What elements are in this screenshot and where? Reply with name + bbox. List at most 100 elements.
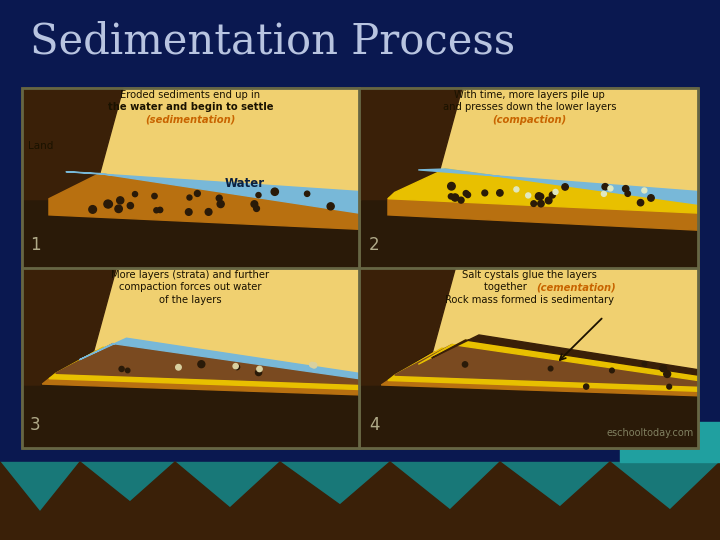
Circle shape (602, 184, 608, 190)
Text: the water and begin to settle: the water and begin to settle (108, 103, 274, 112)
Polygon shape (22, 88, 123, 200)
Circle shape (312, 363, 317, 368)
Circle shape (253, 206, 259, 212)
Polygon shape (42, 354, 359, 412)
Text: (compaction): (compaction) (492, 115, 567, 125)
Text: 3: 3 (30, 416, 40, 434)
Circle shape (187, 195, 192, 200)
Circle shape (186, 209, 192, 215)
Polygon shape (432, 335, 698, 375)
Polygon shape (381, 352, 698, 396)
Circle shape (465, 192, 471, 198)
Circle shape (448, 183, 455, 190)
Bar (620, 422, 720, 462)
Bar (22, 268, 359, 448)
Text: (cementation): (cementation) (536, 282, 616, 292)
Circle shape (545, 197, 552, 204)
Text: Rock mass formed is sedimentary: Rock mass formed is sedimentary (445, 295, 614, 305)
Circle shape (531, 201, 536, 206)
Polygon shape (361, 268, 455, 385)
Circle shape (463, 191, 469, 196)
Circle shape (117, 197, 124, 204)
Circle shape (514, 187, 519, 192)
Circle shape (305, 191, 310, 197)
Circle shape (549, 366, 553, 371)
Circle shape (256, 193, 261, 198)
Circle shape (125, 368, 130, 373)
Circle shape (217, 200, 224, 207)
Text: Land: Land (28, 140, 53, 151)
Polygon shape (42, 351, 359, 395)
Circle shape (119, 367, 124, 372)
Text: Salt cystals glue the layers: Salt cystals glue the layers (462, 270, 597, 280)
Circle shape (526, 193, 531, 198)
Circle shape (458, 197, 464, 203)
Polygon shape (49, 173, 359, 230)
Text: compaction forces out water: compaction forces out water (120, 282, 262, 292)
Circle shape (205, 208, 212, 215)
Text: With time, more layers pile up: With time, more layers pile up (454, 90, 605, 100)
Bar (361, 200, 698, 268)
Text: Sedimentation Process: Sedimentation Process (30, 21, 515, 63)
Bar (22, 88, 698, 448)
Bar (361, 268, 698, 448)
Circle shape (562, 184, 568, 190)
Circle shape (549, 192, 555, 198)
Circle shape (256, 369, 261, 376)
Circle shape (610, 368, 614, 373)
Text: together: together (484, 282, 529, 292)
Circle shape (451, 194, 459, 201)
Circle shape (310, 362, 315, 367)
Circle shape (648, 195, 654, 201)
Text: 2: 2 (369, 235, 379, 254)
Circle shape (637, 199, 644, 206)
Circle shape (497, 190, 503, 196)
Polygon shape (395, 345, 698, 386)
Circle shape (132, 192, 138, 197)
Circle shape (105, 201, 112, 208)
Bar (22, 88, 359, 268)
Text: 4: 4 (369, 416, 379, 434)
Circle shape (176, 364, 181, 370)
Text: and presses down the lower layers: and presses down the lower layers (443, 103, 616, 112)
Circle shape (584, 384, 589, 389)
Bar (22, 200, 359, 268)
Circle shape (538, 200, 544, 207)
Polygon shape (22, 268, 117, 385)
Circle shape (104, 200, 112, 208)
Circle shape (660, 365, 667, 372)
Circle shape (198, 361, 204, 368)
Text: (sedimentation): (sedimentation) (145, 115, 235, 125)
Circle shape (271, 188, 279, 195)
Circle shape (154, 208, 159, 213)
Circle shape (642, 188, 647, 193)
Bar (361, 385, 698, 448)
Polygon shape (55, 343, 359, 384)
Circle shape (462, 362, 468, 367)
Polygon shape (49, 347, 359, 389)
Text: eschooltoday.com: eschooltoday.com (607, 428, 694, 438)
Circle shape (235, 364, 240, 370)
Circle shape (152, 193, 157, 199)
Circle shape (601, 191, 606, 197)
Polygon shape (66, 172, 359, 213)
Circle shape (625, 191, 631, 197)
Text: Eroded sediments end up in: Eroded sediments end up in (120, 90, 261, 100)
Circle shape (642, 362, 647, 366)
Polygon shape (418, 169, 698, 204)
Text: 1: 1 (30, 235, 40, 254)
Polygon shape (79, 338, 359, 379)
Circle shape (482, 190, 487, 196)
Polygon shape (381, 354, 698, 412)
Circle shape (216, 195, 222, 201)
Circle shape (251, 201, 258, 207)
Circle shape (194, 191, 200, 197)
Circle shape (536, 193, 542, 200)
Circle shape (623, 186, 629, 192)
Circle shape (664, 370, 670, 377)
Polygon shape (0, 462, 720, 540)
Circle shape (257, 366, 262, 372)
Text: of the layers: of the layers (159, 295, 222, 305)
Circle shape (115, 205, 122, 213)
Polygon shape (388, 348, 698, 392)
